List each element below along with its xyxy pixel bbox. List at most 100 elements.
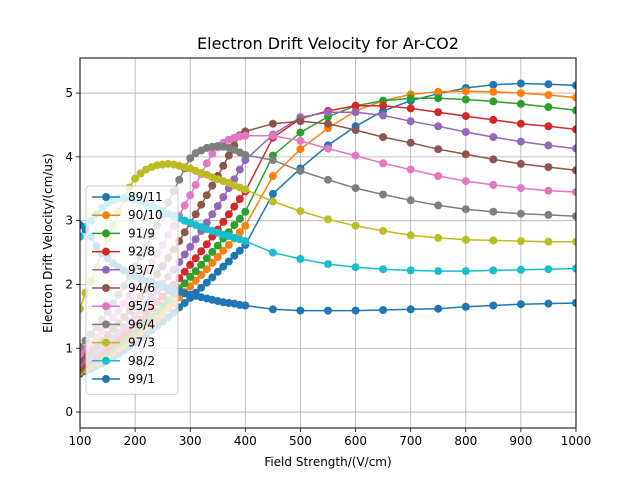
data-point bbox=[241, 237, 250, 246]
data-point bbox=[379, 265, 388, 274]
data-point bbox=[461, 205, 470, 214]
data-point bbox=[379, 101, 388, 110]
data-point bbox=[406, 165, 415, 174]
data-point bbox=[516, 300, 525, 309]
data-point bbox=[191, 180, 200, 189]
y-tick-label: 4 bbox=[65, 150, 73, 164]
data-point bbox=[351, 151, 360, 160]
data-point bbox=[268, 305, 277, 314]
y-tick-label: 5 bbox=[65, 86, 73, 100]
data-point bbox=[516, 119, 525, 128]
legend-item: 95/5 bbox=[92, 299, 155, 313]
data-point bbox=[489, 80, 498, 89]
data-point bbox=[324, 108, 332, 117]
data-point bbox=[516, 265, 525, 274]
data-point bbox=[197, 283, 206, 292]
data-point bbox=[516, 79, 525, 88]
data-point bbox=[180, 201, 189, 210]
legend-item: 91/9 bbox=[92, 226, 155, 240]
data-point bbox=[324, 306, 332, 315]
data-point bbox=[489, 87, 498, 96]
data-point bbox=[235, 195, 244, 203]
data-point bbox=[406, 138, 415, 147]
data-point bbox=[406, 94, 415, 103]
data-point bbox=[406, 117, 415, 126]
data-point bbox=[379, 306, 388, 314]
data-point bbox=[516, 209, 525, 218]
data-point bbox=[379, 111, 388, 120]
data-point bbox=[235, 228, 244, 237]
data-point bbox=[572, 166, 576, 175]
data-point bbox=[219, 262, 228, 271]
data-point bbox=[461, 128, 470, 136]
data-point bbox=[544, 210, 553, 219]
data-point bbox=[434, 233, 443, 242]
legend-item: 93/7 bbox=[92, 263, 155, 277]
legend-swatch-marker bbox=[102, 284, 110, 292]
legend-swatch-marker bbox=[102, 211, 110, 220]
legend-item: 98/2 bbox=[92, 354, 155, 368]
data-point bbox=[235, 246, 244, 255]
data-point bbox=[461, 150, 470, 159]
data-point bbox=[544, 80, 553, 89]
data-point bbox=[434, 145, 443, 154]
data-point bbox=[180, 228, 189, 237]
data-point bbox=[544, 141, 553, 150]
legend-swatch-marker bbox=[102, 338, 110, 347]
data-point bbox=[324, 215, 332, 224]
data-point bbox=[202, 254, 211, 263]
x-tick-label: 400 bbox=[234, 434, 257, 448]
data-point bbox=[202, 278, 211, 287]
data-point bbox=[379, 190, 388, 199]
data-point bbox=[516, 237, 525, 246]
data-point bbox=[544, 186, 553, 195]
data-point bbox=[241, 185, 250, 194]
data-point bbox=[191, 210, 200, 219]
data-point bbox=[461, 87, 470, 96]
data-point bbox=[80, 304, 84, 313]
legend-label: 96/4 bbox=[128, 317, 155, 331]
data-point bbox=[213, 253, 222, 261]
data-point bbox=[296, 117, 305, 126]
data-point bbox=[208, 273, 217, 282]
legend-label: 98/2 bbox=[128, 354, 155, 368]
data-point bbox=[461, 235, 470, 244]
data-point bbox=[202, 191, 211, 200]
x-axis-label: Field Strength/(V/cm) bbox=[264, 455, 391, 469]
data-point bbox=[224, 257, 233, 266]
data-point bbox=[208, 247, 217, 256]
x-tick-label: 500 bbox=[289, 434, 312, 448]
data-point bbox=[351, 306, 360, 315]
legend-swatch-marker bbox=[102, 247, 110, 256]
legend-swatch-marker bbox=[102, 375, 110, 383]
data-point bbox=[434, 94, 443, 103]
data-point bbox=[197, 260, 206, 269]
data-point bbox=[434, 267, 443, 276]
data-point bbox=[208, 258, 217, 267]
data-point bbox=[434, 87, 443, 96]
data-point bbox=[241, 221, 250, 230]
data-point bbox=[489, 115, 498, 124]
data-point bbox=[434, 304, 443, 313]
legend-swatch-marker bbox=[102, 356, 110, 365]
data-point bbox=[489, 207, 498, 216]
data-point bbox=[241, 207, 250, 216]
data-point bbox=[434, 172, 443, 180]
data-point bbox=[268, 248, 277, 257]
legend-item: 92/8 bbox=[92, 245, 155, 259]
data-point bbox=[461, 112, 470, 121]
chart-title: Electron Drift Velocity for Ar-CO2 bbox=[197, 34, 459, 53]
data-point bbox=[572, 237, 576, 246]
data-point bbox=[572, 81, 576, 90]
data-point bbox=[461, 267, 470, 276]
data-point bbox=[489, 155, 498, 164]
data-point bbox=[434, 122, 443, 131]
legend-label: 89/11 bbox=[128, 190, 163, 204]
x-tick-label: 1000 bbox=[561, 434, 592, 448]
data-point bbox=[202, 265, 211, 274]
legend-label: 95/5 bbox=[128, 299, 155, 313]
data-point bbox=[544, 237, 553, 246]
data-point bbox=[489, 97, 498, 106]
data-point bbox=[572, 106, 576, 115]
